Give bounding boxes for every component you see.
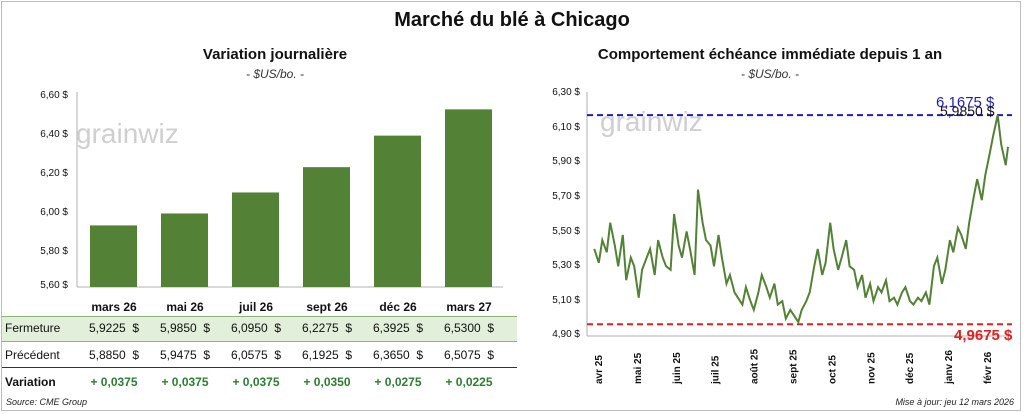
line-chart-unit: - $US/bo. - [740,67,800,81]
line-x-tick: avr 25 [594,355,605,384]
variation-value: + 0,0375 [161,375,209,389]
precedent-label: Précédent [5,348,60,362]
line-y-tick: 4,90 $ [552,329,580,340]
main-title: Marché du blé à Chicago [394,9,630,31]
line-x-tick: mai 25 [633,352,644,384]
line-y-tick: 5,70 $ [552,191,580,202]
bar-y-tick: 6,20 $ [40,168,68,179]
precedent-value: 6,3650 $ [372,348,424,362]
line-y-tick: 5,90 $ [552,156,580,167]
last-value-label: 5,9850 $ [940,103,995,119]
line-x-tick: déc 25 [905,352,916,384]
line-x-tick: janv 26 [944,350,955,385]
bar-y-tick: 5,60 $ [40,280,68,291]
line-x-tick: août 25 [750,349,761,384]
bar-mars-26 [90,225,137,287]
bar-déc-26 [374,135,421,287]
bar-y-tick: 6,40 $ [40,129,68,140]
bar-chart-title: Variation journalière [202,46,348,63]
bar-category-label: sept 26 [306,300,348,314]
bar-y-tick: 6,00 $ [40,207,68,218]
bar-category-label: juil 26 [238,300,273,314]
variation-value: + 0,0350 [303,375,351,389]
bar-category-label: mars 27 [446,300,492,314]
line-y-tick: 5,30 $ [552,260,580,271]
update-note: Mise à jour: jeu 12 mars 2026 [895,397,1014,407]
variation-label: Variation [5,375,56,389]
bar-category-label: déc 26 [379,300,417,314]
bar-juil-26 [232,192,279,287]
price-series-line [593,114,1009,325]
bar-category-label: mars 26 [91,300,137,314]
low-value-label: 4,9675 $ [954,327,1013,344]
fermeture-value: 5,9225 $ [88,321,140,335]
grainwiz-watermark-right: grainwiz [600,106,703,137]
precedent-value: 6,1925 $ [301,348,353,362]
variation-value: + 0,0375 [90,375,138,389]
bar-chart-unit: - $US/bo. - [245,67,305,81]
line-y-tick: 6,10 $ [552,122,580,133]
line-x-tick: oct 25 [827,355,838,384]
precedent-value: 6,5075 $ [443,348,495,362]
bar-y-tick: 5,80 $ [40,246,68,257]
precedent-value: 5,8850 $ [88,348,140,362]
bar-category-label: mai 26 [166,300,204,314]
source-note: Source: CME Group [6,397,88,407]
table-divider [2,367,517,368]
line-y-tick: 5,50 $ [552,226,580,237]
bar-sept-26 [303,167,350,287]
fermeture-value: 6,3925 $ [372,321,424,335]
line-x-tick: sept 25 [789,349,800,384]
variation-value: + 0,0225 [445,375,493,389]
fermeture-row [2,316,517,342]
bar-mai-26 [161,213,208,287]
fermeture-value: 5,9850 $ [159,321,211,335]
line-chart-title: Comportement échéance immédiate depuis 1… [597,46,943,63]
fermeture-value: 6,5300 $ [443,321,495,335]
fermeture-label: Fermeture [5,321,61,335]
bar-mars-27 [445,109,492,288]
line-x-tick: nov 25 [866,352,877,384]
fermeture-value: 6,2275 $ [301,321,353,335]
line-y-tick: 5,10 $ [552,295,580,306]
high-value-label: 6,1675 $ [936,94,995,111]
variation-value: + 0,0275 [374,375,422,389]
bar-chart [76,92,503,288]
line-x-tick: févr 26 [983,351,994,384]
bar-y-tick: 6,60 $ [40,90,68,101]
precedent-value: 5,9475 $ [159,348,211,362]
grainwiz-watermark-left: grainwiz [76,118,179,149]
precedent-value: 6,0575 $ [230,348,282,362]
line-x-tick: juil 25 [711,355,722,385]
fermeture-value: 6,0950 $ [230,321,282,335]
variation-value: + 0,0375 [232,375,280,389]
line-y-tick: 6,30 $ [552,87,580,98]
line-x-tick: juin 25 [672,352,683,385]
